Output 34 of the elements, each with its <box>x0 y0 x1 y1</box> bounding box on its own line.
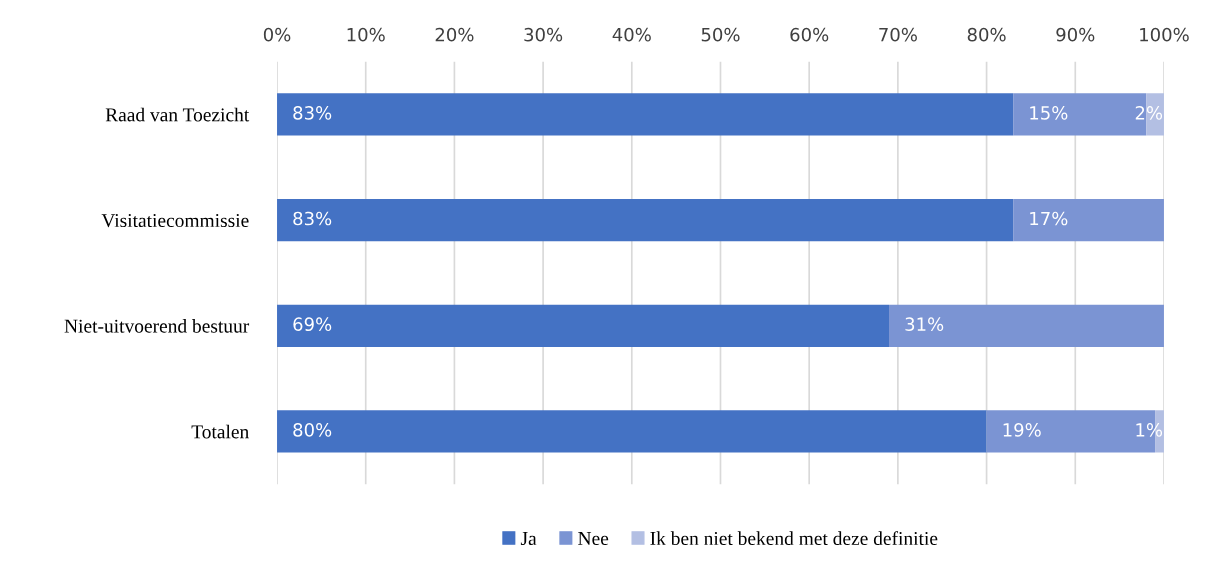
legend-label: Nee <box>578 532 609 546</box>
y-tick-label: Niet-uitvoerend bestuur <box>64 319 250 333</box>
data-label: 15% <box>1030 106 1068 120</box>
data-label: 1% <box>1136 423 1163 437</box>
y-tick-label: Totalen <box>191 424 249 439</box>
bar <box>1013 198 1164 242</box>
y-tick-label: Raad van Toezicht <box>105 107 250 122</box>
bar <box>277 410 987 453</box>
x-tick-label: 60% <box>790 27 829 42</box>
data-label: 83% <box>293 106 332 120</box>
bar <box>889 304 1164 347</box>
legend-label: Ik ben niet bekend met deze definitie <box>650 531 938 546</box>
x-tick-label: 70% <box>879 27 917 42</box>
x-tick-label: 80% <box>967 27 1006 42</box>
x-tick-label: 100% <box>1140 27 1189 42</box>
data-label: 17% <box>1030 211 1068 226</box>
x-tick-label: 40% <box>612 27 651 42</box>
bar <box>277 198 1014 242</box>
legend-label: Ja <box>520 532 537 546</box>
x-tick-label: 90% <box>1056 27 1095 42</box>
data-label: 83% <box>293 211 332 226</box>
data-label: 69% <box>293 317 332 332</box>
data-label: 31% <box>905 317 944 332</box>
bar <box>277 93 1014 136</box>
x-tick-label: 50% <box>701 27 740 42</box>
y-tick-label: Visitatiecommissie <box>101 214 249 228</box>
x-tick-label: 30% <box>524 27 563 42</box>
x-tick-label: 0% <box>263 27 291 42</box>
data-label: 80% <box>293 423 332 437</box>
x-tick-label: 20% <box>435 27 474 42</box>
data-label: 19% <box>1003 423 1041 437</box>
bar <box>277 304 890 347</box>
x-tick-label: 10% <box>347 27 385 42</box>
data-label: 2% <box>1135 106 1163 120</box>
